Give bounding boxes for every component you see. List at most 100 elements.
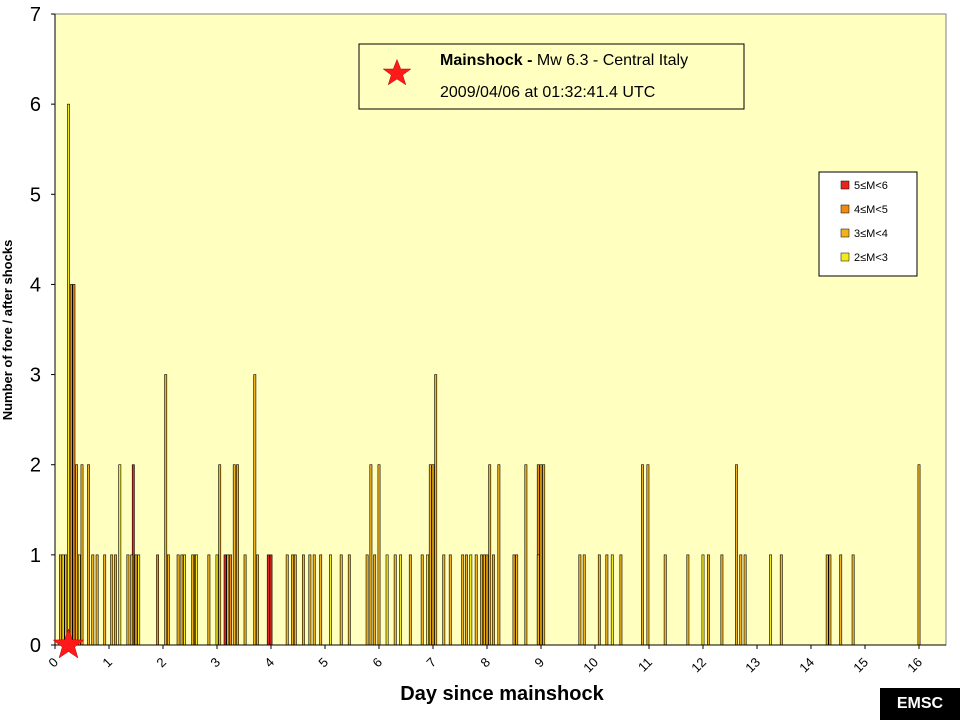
bar: [232, 464, 236, 646]
bar: [431, 464, 435, 646]
bar: [428, 464, 432, 646]
bar: [226, 554, 230, 646]
bar: [582, 554, 586, 646]
bar: [126, 554, 130, 646]
bar: [58, 554, 62, 646]
legend-swatch: [840, 204, 850, 214]
y-tick-label: 1: [30, 545, 41, 567]
bar: [114, 554, 117, 646]
x-tick-label: 11: [635, 655, 655, 675]
bar: [420, 554, 424, 646]
bar: [291, 554, 295, 646]
bar: [851, 554, 855, 646]
bar: [134, 554, 138, 646]
x-tick-label: 13: [742, 655, 763, 676]
bar: [743, 554, 747, 646]
x-tick-label: 16: [904, 655, 925, 676]
bar: [619, 554, 623, 646]
bar: [497, 464, 501, 646]
bar: [72, 284, 76, 646]
bar: [156, 554, 160, 646]
bar: [103, 554, 107, 646]
bar: [825, 554, 829, 646]
bar: [605, 554, 609, 646]
legend-swatch: [840, 180, 850, 190]
bar: [253, 374, 257, 646]
bar: [215, 554, 219, 646]
x-tick-label: 15: [850, 655, 871, 676]
bar: [399, 554, 403, 646]
bar: [176, 554, 180, 646]
y-tick-label: 6: [30, 94, 41, 116]
bar: [61, 554, 65, 646]
x-tick-label: 7: [423, 655, 439, 671]
bar: [448, 554, 452, 646]
bar: [597, 554, 601, 646]
info-title-bold: Mainshock -: [440, 52, 532, 69]
y-tick-label: 3: [30, 365, 41, 387]
bar: [269, 554, 273, 646]
bar: [256, 554, 259, 646]
bar: [91, 554, 95, 646]
legend-label: 2≤M<3: [854, 252, 888, 264]
bar: [646, 464, 650, 646]
y-tick-label: 7: [30, 4, 41, 26]
bar: [488, 464, 492, 646]
bar: [319, 554, 323, 646]
bar: [735, 464, 738, 646]
bar: [223, 554, 227, 646]
bar: [663, 554, 667, 646]
bar: [69, 284, 73, 646]
x-tick-label: 1: [99, 655, 115, 671]
bar: [524, 464, 528, 646]
bar: [542, 464, 546, 646]
bar: [485, 554, 489, 646]
plot-area: [54, 13, 947, 646]
bar: [285, 554, 289, 646]
bar: [701, 554, 705, 646]
legend-label: 3≤M<4: [854, 228, 888, 240]
bar: [706, 554, 710, 646]
bar: [243, 554, 247, 646]
x-tick-label: 5: [315, 655, 331, 671]
bar: [769, 554, 772, 646]
bar: [536, 554, 540, 646]
bar: [426, 554, 430, 646]
bar: [293, 554, 297, 646]
bar: [218, 464, 222, 646]
bar: [191, 554, 195, 646]
bar: [183, 554, 187, 646]
legend-swatch: [840, 228, 850, 238]
x-tick-label: 4: [261, 655, 277, 671]
x-tick-label: 8: [477, 655, 493, 671]
bar: [164, 374, 168, 646]
y-tick-label: 5: [30, 184, 41, 206]
mainshock-info-box: Mainshock - Mw 6.3 - Central Italy 2009/…: [358, 43, 745, 110]
bar: [828, 554, 832, 646]
bar: [95, 554, 99, 646]
bar: [641, 464, 644, 646]
bar: [385, 554, 389, 646]
bar: [236, 464, 239, 646]
emsc-badge: EMSC: [880, 688, 960, 720]
legend: 5≤M<6 4≤M<5 3≤M<4 2≤M<3: [818, 171, 918, 277]
mainshock-star-icon: [52, 628, 85, 659]
bar: [686, 554, 690, 646]
bar: [308, 554, 312, 646]
bar: [110, 554, 114, 646]
bar: [137, 554, 141, 646]
bar: [130, 554, 134, 646]
bar: [195, 554, 198, 646]
x-ticks: 0 1 2 3 4 5 6 7 8 9 10 11 12 13 14 15 16: [45, 645, 925, 675]
bar: [118, 464, 122, 646]
bar: [465, 554, 468, 646]
bar: [365, 554, 369, 646]
svg-text:Mainshock - Mw 6.3 - Central I: Mainshock - Mw 6.3 - Central Italy: [440, 52, 688, 69]
bar: [839, 554, 843, 646]
bar: [442, 554, 446, 646]
bar: [515, 554, 519, 646]
legend-label: 5≤M<6: [854, 180, 888, 192]
bar: [469, 554, 473, 646]
bar: [492, 554, 495, 646]
bar: [328, 554, 332, 646]
